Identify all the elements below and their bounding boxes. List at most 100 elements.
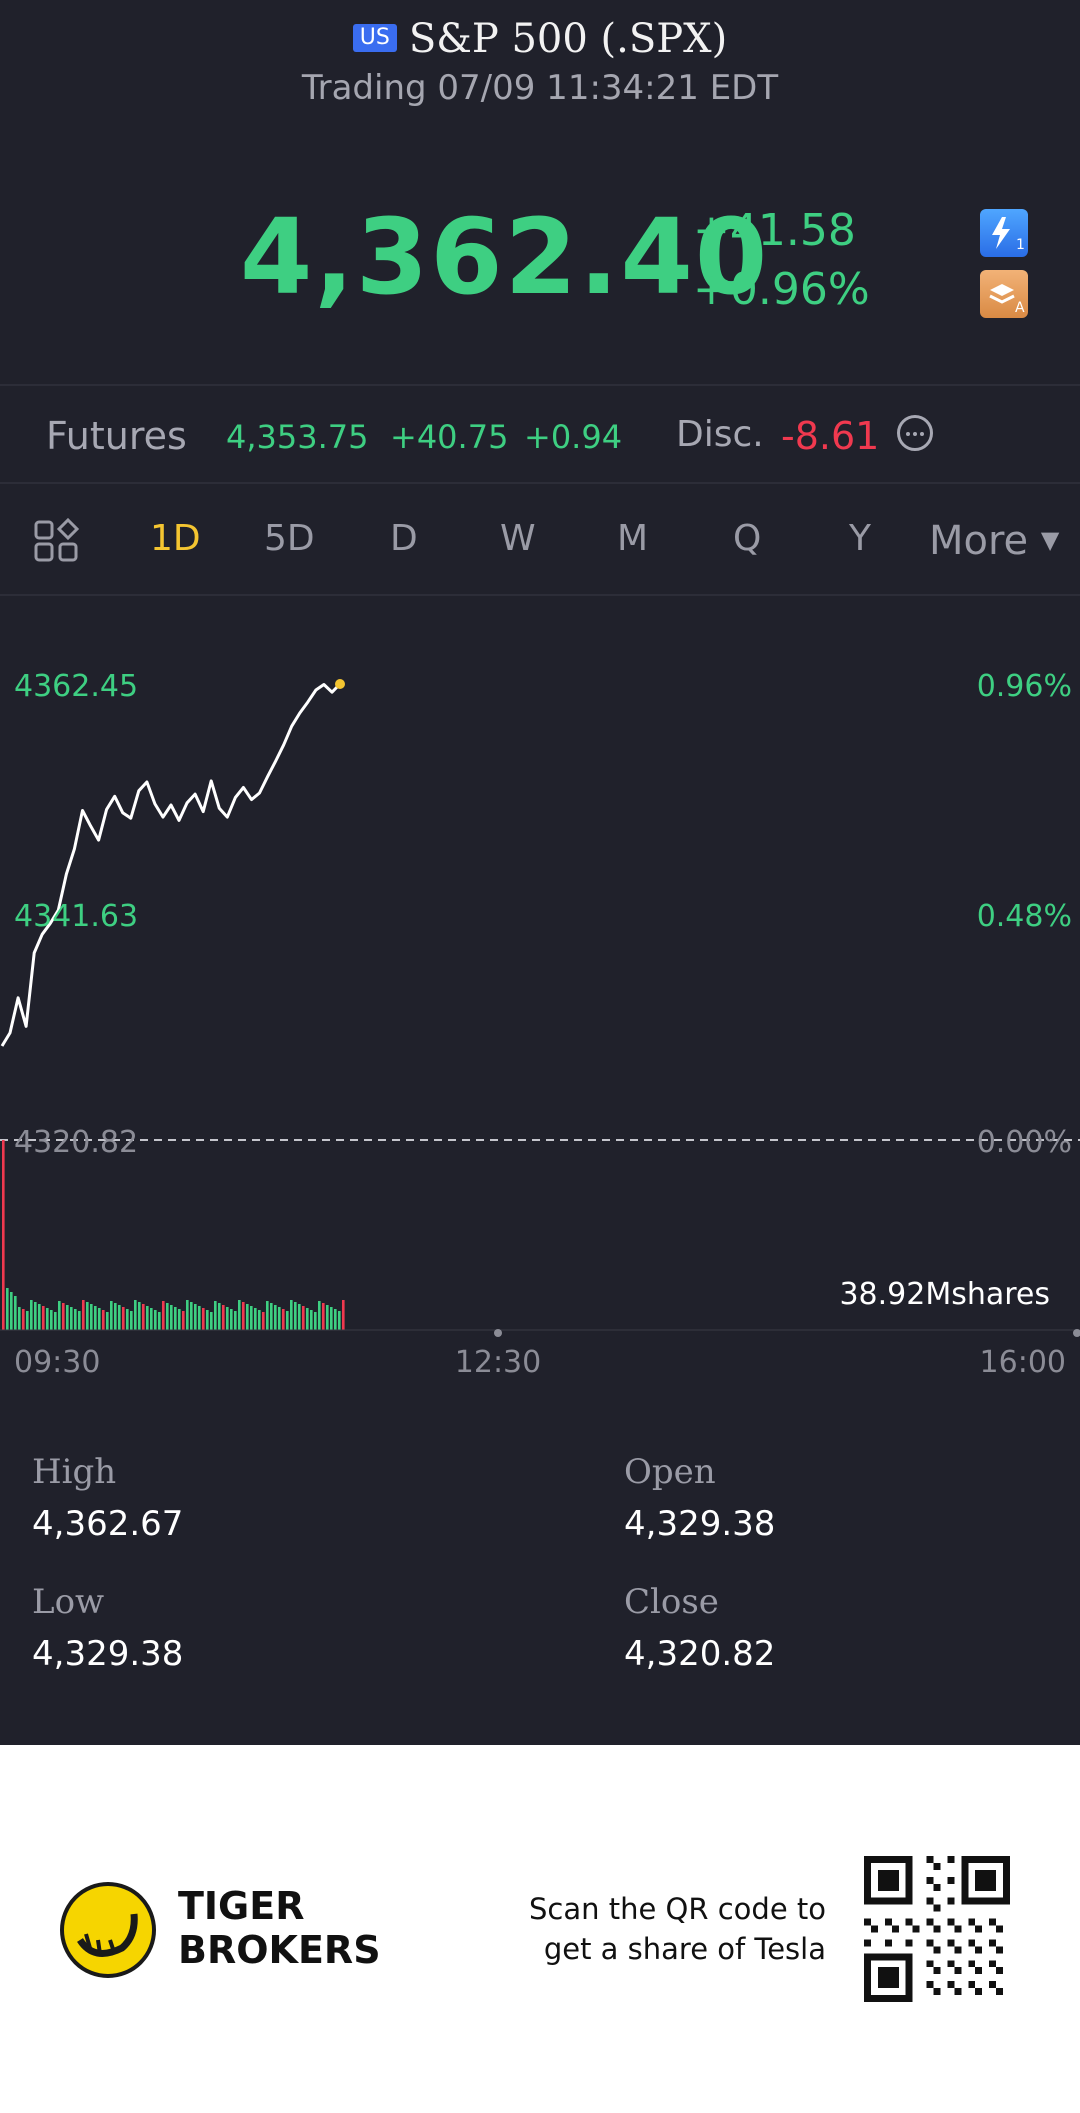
futures-label: Futures [46, 414, 187, 458]
volume-bar [170, 1305, 173, 1330]
volume-bar [238, 1300, 241, 1330]
low-value: 4,329.38 [32, 1634, 184, 1674]
intraday-chart[interactable]: 4362.45 4341.63 4320.82 0.96% 0.48% 0.00… [0, 600, 1080, 1380]
volume-bar [6, 1288, 9, 1330]
axis-end-dot [1073, 1329, 1080, 1337]
layers-icon[interactable]: A [980, 270, 1028, 318]
volume-bar [226, 1307, 229, 1330]
tab-y[interactable]: Y [849, 518, 871, 559]
promo-text-line1: Scan the QR code to [529, 1892, 826, 1926]
volume-bar [38, 1304, 41, 1330]
volume-bar [74, 1309, 77, 1330]
volume-bar [122, 1307, 125, 1330]
tab-more[interactable]: More ▼ [929, 518, 1059, 564]
volume-bar [130, 1311, 133, 1330]
volume-bar [298, 1304, 301, 1330]
volume-bar [154, 1310, 157, 1330]
y-tick-right-top: 0.96% [977, 669, 1072, 704]
volume-bar [282, 1309, 285, 1330]
volume-bar [166, 1303, 169, 1330]
volume-bar [206, 1310, 209, 1330]
more-options-icon[interactable] [897, 415, 933, 451]
x-tick-mid: 12:30 [455, 1345, 541, 1380]
futures-change-percent: +0.94 [524, 418, 623, 456]
layout-grid-icon[interactable] [34, 517, 80, 564]
volume-bar [146, 1306, 149, 1330]
volume-bar [114, 1303, 117, 1330]
volume-bar [50, 1310, 53, 1330]
volume-bar [138, 1302, 141, 1330]
volume-bar [246, 1304, 249, 1330]
tab-d[interactable]: D [390, 518, 418, 559]
volume-bar [42, 1306, 45, 1330]
volume-bar [58, 1301, 61, 1330]
volume-bar [2, 1140, 5, 1330]
volume-bar [214, 1301, 217, 1330]
y-tick-left-top: 4362.45 [14, 669, 138, 704]
tab-w[interactable]: W [500, 518, 536, 559]
chevron-down-icon: ▼ [1040, 526, 1060, 554]
volume-bar [62, 1303, 65, 1330]
volume-bar [270, 1303, 273, 1330]
volume-bar [202, 1308, 205, 1330]
divider [0, 384, 1080, 386]
axis-mid-dot [494, 1329, 502, 1337]
volume-bar [86, 1302, 89, 1330]
page-title: US S&P 500 (.SPX) [0, 16, 1080, 62]
volume-bar [54, 1312, 57, 1330]
volume-bar [174, 1307, 177, 1330]
volume-bar [66, 1305, 69, 1330]
lightning-icon[interactable]: 1 [980, 209, 1028, 257]
volume-bar [90, 1304, 93, 1330]
last-price: 4,362.40 [240, 196, 770, 318]
volume-bar [330, 1307, 333, 1330]
volume-bar [318, 1301, 321, 1330]
volume-bar [186, 1300, 189, 1330]
volume-bars [2, 1140, 345, 1330]
price-change-percent: +0.96% [693, 264, 870, 315]
volume-bar [210, 1312, 213, 1330]
volume-bar [262, 1312, 265, 1330]
trading-status: Trading 07/09 11:34:21 EDT [301, 68, 779, 108]
volume-bar [158, 1312, 161, 1330]
volume-bar [302, 1306, 305, 1330]
volume-bar [10, 1292, 13, 1330]
divider [0, 594, 1080, 596]
tab-1d[interactable]: 1D [150, 518, 201, 559]
volume-bar [26, 1311, 29, 1330]
volume-bar [46, 1308, 49, 1330]
volume-bar [222, 1305, 225, 1330]
tab-5d[interactable]: 5D [264, 518, 315, 559]
x-tick-open: 09:30 [14, 1345, 100, 1380]
volume-bar [70, 1307, 73, 1330]
volume-bar [110, 1301, 113, 1330]
futures-change: +40.75 [390, 418, 509, 456]
volume-bar [34, 1302, 37, 1330]
qr-code [864, 1856, 1010, 2002]
volume-bar [198, 1306, 201, 1330]
tab-m[interactable]: M [617, 518, 649, 559]
volume-bar [98, 1308, 101, 1330]
volume-bar [322, 1303, 325, 1330]
market-badge: US [352, 24, 397, 52]
volume-bar [82, 1300, 85, 1330]
y-tick-right-mid: 0.48% [977, 899, 1072, 934]
volume-bar [162, 1301, 165, 1330]
svg-text:1: 1 [1016, 237, 1025, 253]
futures-price: 4,353.75 [226, 418, 369, 456]
brand-name-line1: TIGER [178, 1884, 305, 1928]
y-tick-left-bottom: 4320.82 [14, 1125, 138, 1160]
volume-bar [290, 1300, 293, 1330]
volume-bar [182, 1311, 185, 1330]
volume-label: 38.92Mshares [839, 1277, 1050, 1312]
volume-bar [150, 1308, 153, 1330]
volume-bar [102, 1310, 105, 1330]
volume-bar [178, 1309, 181, 1330]
volume-bar [14, 1296, 17, 1330]
volume-bar [274, 1305, 277, 1330]
volume-bar [286, 1311, 289, 1330]
tab-q[interactable]: Q [733, 518, 762, 559]
volume-bar [30, 1300, 33, 1330]
price-change: +41.58 [693, 205, 856, 256]
x-tick-close: 16:00 [980, 1345, 1066, 1380]
